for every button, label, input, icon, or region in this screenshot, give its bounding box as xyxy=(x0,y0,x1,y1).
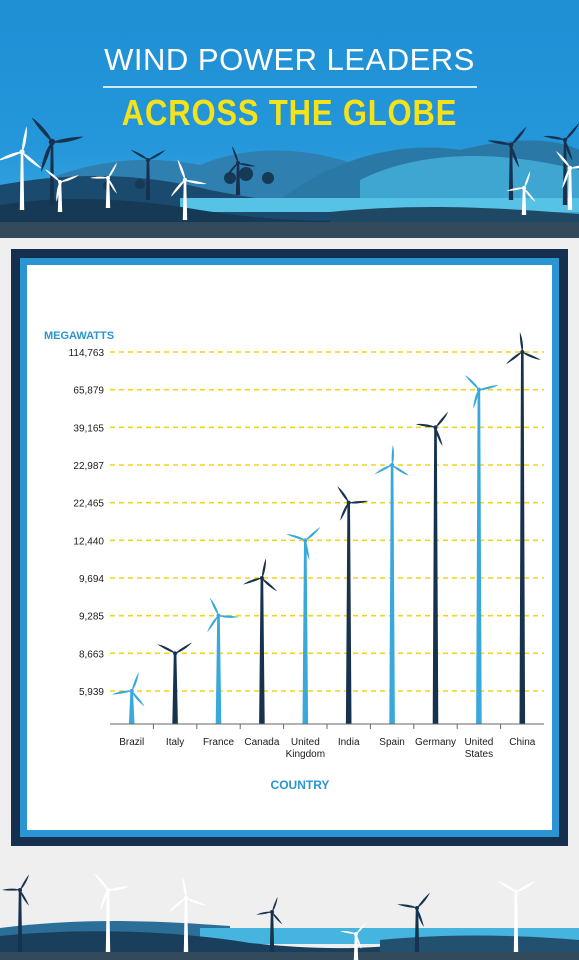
x-tick-label: United xyxy=(464,737,493,748)
gridlines xyxy=(110,351,544,692)
wind-power-chart: MEGAWATTS COUNTRY 114,763 65,879 39,165 22,… xyxy=(44,330,544,792)
turbine-bar-united-states xyxy=(465,375,499,724)
turbine-bar-china xyxy=(506,332,541,724)
turbine-bars xyxy=(112,332,541,724)
x-tick-label: Italy xyxy=(166,737,184,748)
header-turbine-icon xyxy=(44,169,79,212)
header-turbine-icon xyxy=(226,146,256,195)
x-tick-label: Canada xyxy=(244,737,279,748)
turbine-bar-spain xyxy=(374,445,410,724)
x-tick-label: Kingdom xyxy=(286,749,325,760)
footer-turbine-icon xyxy=(397,892,430,952)
y-tick-label: 8,663 xyxy=(79,649,104,660)
y-tick-label: 5,939 xyxy=(79,687,104,698)
chart-card: MEGAWATTS COUNTRY 114,763 65,879 39,165 22,… xyxy=(27,265,552,830)
footer-banner xyxy=(0,848,579,960)
y-tick-label: 22,465 xyxy=(73,499,104,510)
turbine-bar-germany xyxy=(415,411,449,724)
footer-turbine-icon xyxy=(256,896,283,952)
x-tick-label: Spain xyxy=(379,737,405,748)
footer-turbine-icon xyxy=(496,881,536,952)
y-tick-label: 22,987 xyxy=(73,461,104,472)
y-tick-label: 114,763 xyxy=(69,348,105,359)
footer-landscape xyxy=(0,921,579,960)
x-tick-labels: Brazil Italy France Canada UnitedKingdomIndi… xyxy=(119,724,536,760)
x-axis-title: COUNTRY xyxy=(271,778,330,792)
y-axis-title: MEGAWATTS xyxy=(44,330,114,342)
footer-turbine-icon xyxy=(340,921,367,960)
turbine-bar-canada xyxy=(242,558,277,724)
header-turbine-icon xyxy=(555,151,579,210)
x-tick-label: France xyxy=(203,737,235,748)
turbine-bar-india xyxy=(337,486,369,724)
header-banner: WIND POWER LEADERS ACROSS THE GLOBE xyxy=(0,0,579,238)
y-tick-label: 12,440 xyxy=(73,536,104,547)
footer-turbine-icon xyxy=(169,876,207,952)
header-turbine-icon xyxy=(130,150,166,200)
header-turbine-icon xyxy=(90,162,117,208)
y-tick-labels: 114,763 65,879 39,165 22,987 22,465 12,440 9,6… xyxy=(69,348,105,698)
header-turbine-icon xyxy=(506,171,536,215)
turbine-bar-italy xyxy=(157,642,192,724)
y-tick-label: 39,165 xyxy=(73,423,104,434)
x-tick-label: China xyxy=(509,737,536,748)
x-tick-label: States xyxy=(465,749,493,760)
header-turbine-icon xyxy=(170,159,207,220)
landscape-illustration xyxy=(0,140,579,238)
y-tick-label: 9,285 xyxy=(79,612,104,623)
x-tick-label: Brazil xyxy=(119,737,144,748)
y-tick-label: 65,879 xyxy=(73,386,104,397)
turbine-bar-united-kingdom xyxy=(286,526,321,724)
title-line-1: WIND POWER LEADERS xyxy=(104,42,475,77)
footer-turbines xyxy=(2,873,536,960)
y-tick-label: 9,694 xyxy=(79,574,104,585)
chart-card-frame: MEGAWATTS COUNTRY 114,763 65,879 39,165 22,… xyxy=(20,258,559,837)
turbine-bar-brazil xyxy=(112,672,145,724)
header-turbine-icon xyxy=(487,126,527,200)
title-divider xyxy=(103,86,477,88)
x-tick-label: United xyxy=(291,737,320,748)
title-line-2: ACROSS THE GLOBE xyxy=(121,92,458,133)
footer-turbine-icon xyxy=(2,874,30,952)
chart-card-border: MEGAWATTS COUNTRY 114,763 65,879 39,165 22,… xyxy=(11,249,568,846)
x-tick-label: Germany xyxy=(415,737,456,748)
footer-turbine-icon xyxy=(93,873,130,952)
header-turbine-icon xyxy=(0,126,42,210)
turbine-bar-france xyxy=(207,597,239,724)
header-turbine-icon xyxy=(543,123,579,205)
header-turbines xyxy=(0,117,579,220)
x-tick-label: India xyxy=(338,737,360,748)
